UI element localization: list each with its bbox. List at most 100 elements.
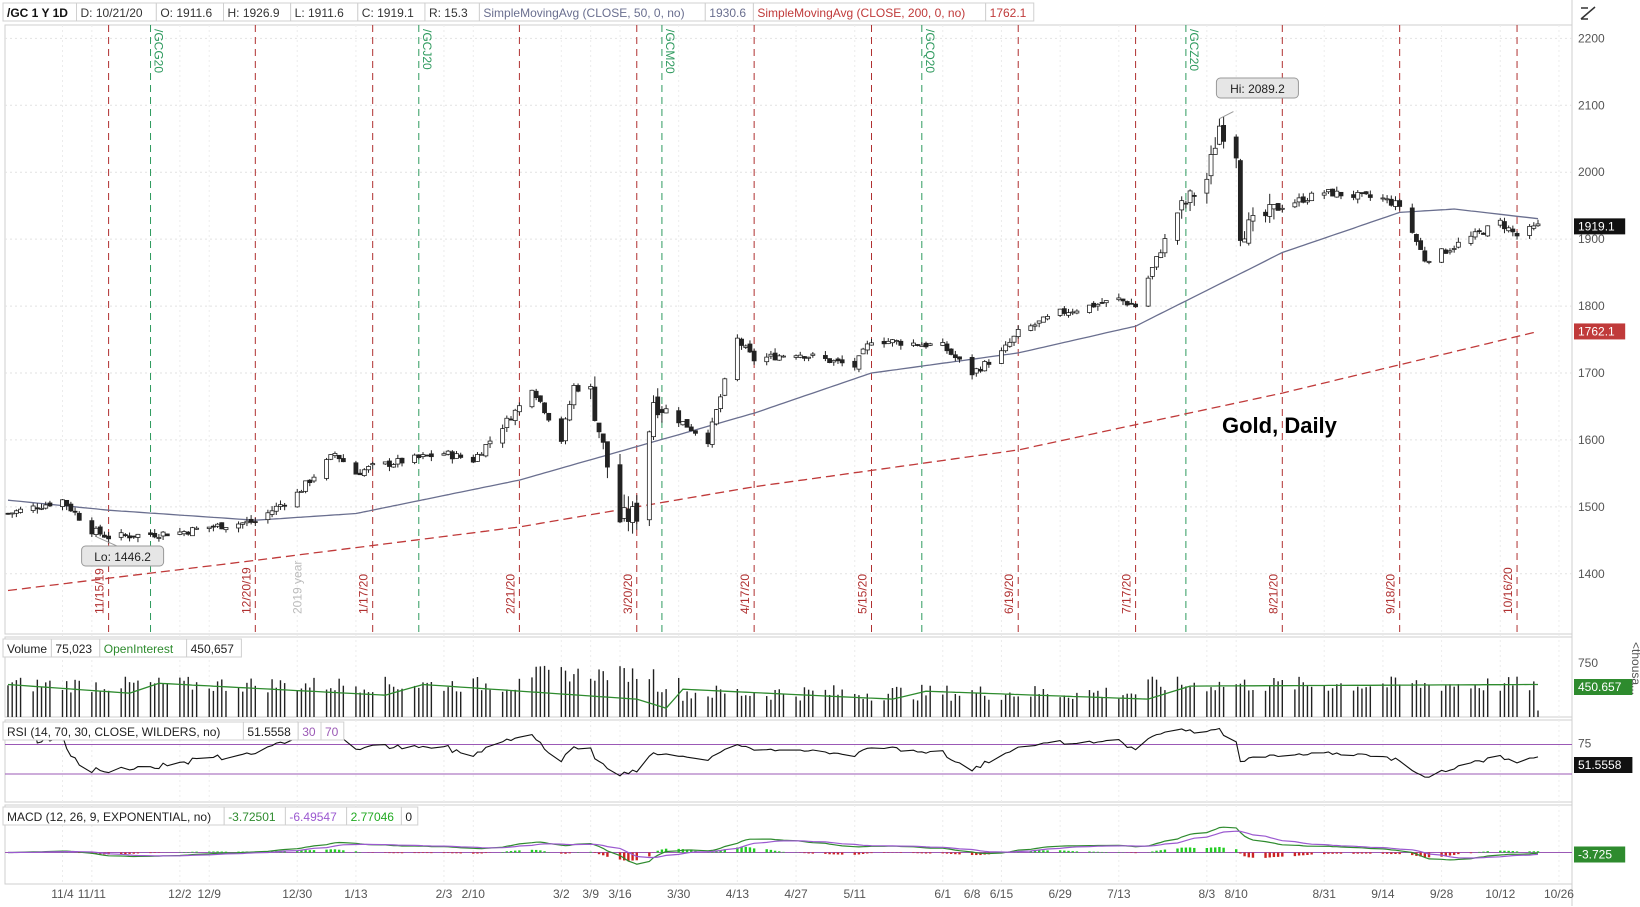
candle-body	[1091, 302, 1097, 308]
date-tick-label: 8/3	[1199, 887, 1216, 901]
candle-body	[957, 356, 962, 360]
date-tick-label: 10/26	[1544, 887, 1574, 901]
candle-body	[529, 389, 535, 408]
candle-body	[428, 453, 434, 458]
candle-body	[940, 342, 946, 346]
candle-body	[1506, 227, 1512, 232]
candle-body	[236, 523, 241, 529]
volume-units-label: <thousa...	[1629, 642, 1640, 695]
date-tick-label: 8/10	[1225, 887, 1249, 901]
candle-body	[336, 454, 342, 460]
candle-body	[215, 523, 220, 527]
sma50-value: 1930.6	[709, 6, 746, 20]
candle-body	[827, 358, 832, 363]
sma200-label: SimpleMovingAvg (CLOSE, 200, 0, no)	[757, 6, 965, 20]
date-tick-label: 3/16	[608, 887, 632, 901]
candle-body	[776, 355, 782, 361]
candle-body	[512, 409, 518, 421]
candle-body	[47, 502, 53, 507]
candle-body	[1514, 233, 1520, 237]
candle-body	[747, 343, 753, 353]
expiry-label: 11/15/19	[93, 568, 107, 614]
candle-body	[986, 361, 992, 365]
candle-body	[9, 512, 15, 515]
candle-body	[391, 464, 397, 468]
candle-body	[357, 472, 363, 476]
candle-body	[743, 345, 749, 348]
candle-body	[106, 535, 112, 540]
expiry-label: 8/21/20	[1266, 574, 1280, 614]
candle-body	[1321, 192, 1327, 196]
candle-body	[1380, 197, 1386, 200]
candle-body	[135, 533, 141, 538]
candle-body	[1003, 344, 1009, 352]
candle-body	[127, 535, 132, 539]
candle-body	[1015, 329, 1021, 338]
candle-body	[1191, 195, 1197, 197]
candle-body	[412, 454, 418, 463]
candle-body	[567, 404, 573, 421]
candle-body	[1246, 219, 1252, 244]
price-tick-label: 1700	[1578, 366, 1605, 380]
last-price-badge-bg	[1574, 218, 1626, 235]
candle-body	[680, 421, 686, 426]
candle-body	[1451, 248, 1457, 250]
last-price-badge: 1919.1	[1578, 219, 1615, 233]
candle-body	[93, 527, 99, 536]
candle-body	[194, 527, 200, 530]
panel-frames	[4, 0, 1573, 906]
candle-body	[332, 453, 338, 457]
candle-body	[483, 444, 489, 457]
candle-body	[739, 338, 744, 346]
candle-body	[684, 419, 690, 428]
candle-body	[810, 353, 816, 356]
candle-body	[1384, 198, 1390, 201]
rsi-axis-tick: 75	[1578, 737, 1592, 751]
candle-body	[1045, 316, 1050, 320]
candle-body	[294, 491, 300, 508]
candle-body	[1468, 235, 1474, 244]
candle-body	[118, 532, 124, 538]
low-price-label: L: 1911.6	[295, 6, 344, 20]
candle-body	[1359, 192, 1365, 194]
candle-body	[1426, 261, 1432, 263]
high-pointer	[1219, 111, 1234, 120]
open-label: O: 1911.6	[160, 6, 212, 20]
candle-body	[1187, 190, 1193, 203]
candle-body	[663, 408, 669, 414]
high-label-box	[1215, 77, 1299, 99]
date-tick-label: 6/29	[1048, 887, 1072, 901]
open-interest-label: OpenInterest	[104, 642, 174, 656]
candle-body	[1070, 311, 1076, 314]
candle-body	[1271, 204, 1277, 210]
drawing-tool-icon[interactable]	[1578, 4, 1598, 22]
candle-body	[1162, 238, 1168, 254]
candle-body	[772, 352, 778, 361]
panel-frame	[4, 24, 1573, 635]
macd-value: -3.72501	[228, 810, 276, 824]
candle-body	[634, 502, 640, 522]
candle-body	[97, 526, 103, 535]
macd-badge-bg	[1574, 846, 1626, 863]
price-tick-label: 1600	[1578, 433, 1605, 447]
date-tick-label: 9/28	[1430, 887, 1454, 901]
candle-body	[382, 461, 388, 465]
candle-body	[948, 348, 954, 355]
candle-body	[445, 450, 451, 455]
price-tick-label: 1500	[1578, 500, 1605, 514]
candle-body	[1099, 302, 1105, 304]
candle-body	[1145, 277, 1151, 307]
date-tick-label: 4/27	[784, 887, 808, 901]
candle-body	[395, 458, 401, 465]
macd-value-line	[8, 826, 1539, 865]
candle-body	[420, 454, 426, 458]
candle-body	[1388, 198, 1394, 206]
candle-body	[915, 344, 921, 346]
candle-body	[793, 355, 799, 358]
candle-body	[30, 505, 36, 511]
candle-body	[148, 532, 153, 535]
candle-body	[34, 507, 40, 510]
expiry-label: 4/17/20	[738, 574, 752, 614]
candle-body	[1212, 147, 1218, 155]
candle-body	[558, 418, 564, 442]
